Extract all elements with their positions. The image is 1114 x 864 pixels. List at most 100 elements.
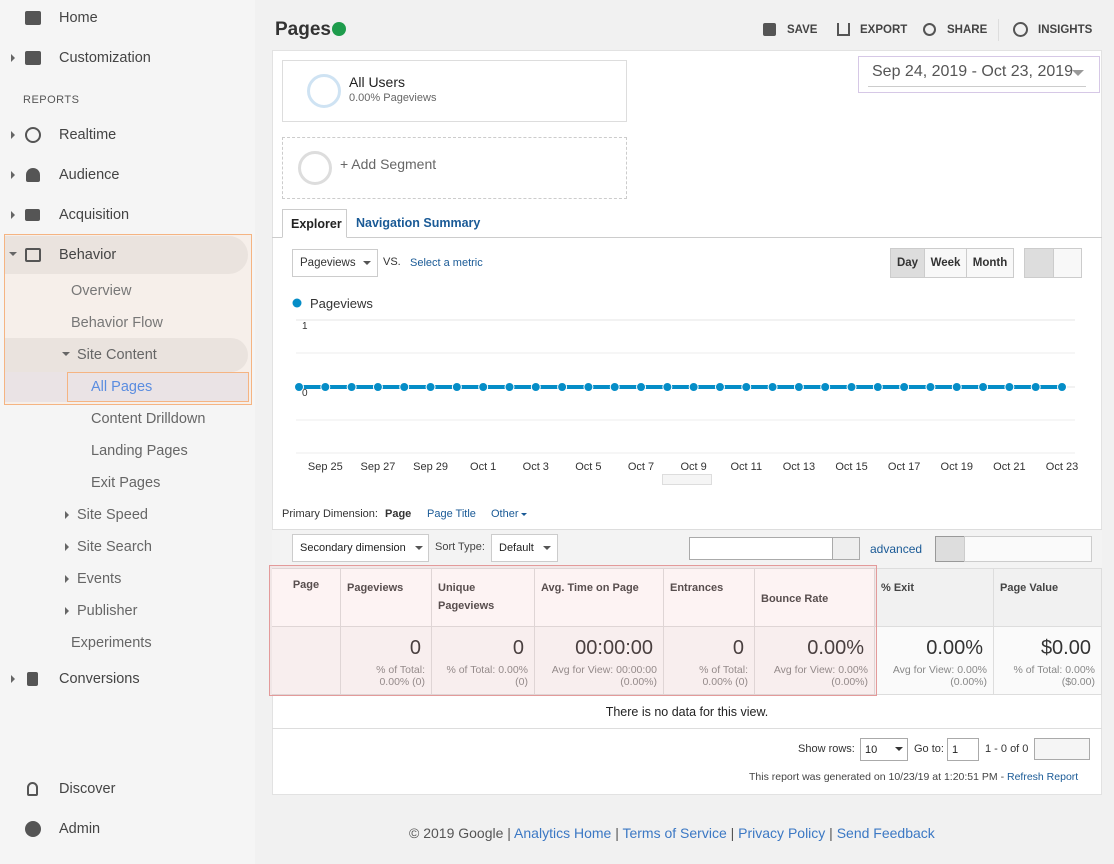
total-value: 0.00% [807, 637, 864, 659]
nav-item[interactable]: Customization [59, 50, 151, 66]
nav-item[interactable]: Realtime [59, 127, 117, 143]
tab[interactable]: Explorer [282, 209, 347, 238]
nav-item[interactable]: Publisher [77, 603, 138, 619]
total-sub-line: Avg for View: 0.00% [892, 664, 987, 676]
action-button[interactable]: INSIGHTS [1038, 24, 1093, 36]
x-tick-label: Oct 15 [835, 461, 867, 473]
nav-item[interactable]: Site Speed [77, 507, 148, 523]
column-header[interactable]: % Exit [875, 569, 994, 627]
column-title: Page [292, 579, 320, 591]
data-point [636, 382, 647, 392]
data-point [767, 382, 778, 392]
rows-select[interactable]: 10 [860, 738, 908, 761]
footer-link[interactable]: Send Feedback [836, 825, 935, 841]
column-title: Unique Pageviews [438, 582, 495, 612]
footer-link[interactable]: Terms of Service [622, 825, 727, 841]
nav-item[interactable]: Content Drilldown [91, 411, 206, 427]
column-header[interactable]: Entrances [664, 569, 755, 627]
dimension-label: Primary Dimension: [282, 508, 378, 520]
export-icon [837, 23, 850, 36]
total-sub: Avg for View: 00:00:00 (0.00%) [552, 664, 657, 688]
column-header[interactable]: Page Value [994, 569, 1102, 627]
page-nav[interactable] [1034, 738, 1090, 760]
insights-icon [1013, 22, 1028, 37]
nav-item[interactable]: Admin [59, 821, 101, 837]
report-note-text: This report was generated on 10/23/19 at… [749, 771, 1007, 783]
date-range[interactable]: Sep 24, 2019 - Oct 23, 2019 [872, 63, 1074, 80]
acquisition-icon [25, 209, 40, 221]
action-button[interactable]: SAVE [787, 24, 818, 36]
period-button[interactable]: Week [924, 248, 967, 278]
show-rows-label: Show rows: [798, 743, 855, 755]
column-header[interactable]: Avg. Time on Page [535, 569, 664, 627]
nav-item[interactable]: Events [77, 571, 122, 587]
column-header[interactable]: Bounce Rate [755, 569, 875, 627]
data-point [899, 382, 910, 392]
dimension-option[interactable]: Page [385, 508, 412, 520]
nav-item[interactable]: Landing Pages [91, 443, 188, 459]
nav-item[interactable]: Home [59, 10, 98, 26]
data-point [714, 382, 725, 392]
tab[interactable]: Navigation Summary [356, 216, 481, 230]
dimension-option[interactable]: Page Title [427, 508, 476, 520]
underline [868, 86, 1086, 87]
nav-item[interactable]: Conversions [59, 671, 140, 687]
nav-item[interactable]: Overview [71, 283, 132, 299]
nav-item[interactable]: Acquisition [59, 207, 130, 223]
view-toggles[interactable] [964, 536, 1092, 562]
segment-detail: 0.00% Pageviews [349, 92, 437, 104]
segment-ring [298, 151, 332, 185]
goto-label: Go to: [914, 743, 944, 755]
dimension-option[interactable]: Other [491, 508, 519, 520]
footer-link[interactable]: Privacy Policy [738, 825, 826, 841]
expand-arrow [11, 131, 15, 139]
nav-item[interactable]: All Pages [91, 379, 153, 395]
conversions-icon [27, 672, 38, 686]
period-button[interactable]: Month [966, 248, 1014, 278]
action-button[interactable]: EXPORT [860, 24, 908, 36]
total-value: $0.00 [1040, 637, 1091, 659]
view-toggle[interactable] [935, 536, 965, 562]
dropdown-arrow [521, 513, 527, 516]
advanced-link[interactable]: advanced [870, 542, 923, 556]
search-button[interactable] [832, 537, 860, 560]
nav-item[interactable]: Audience [59, 167, 120, 183]
segment-card[interactable] [282, 60, 627, 122]
period-button[interactable]: Day [890, 248, 925, 278]
data-point [1004, 382, 1015, 392]
x-tick-label: Sep 25 [308, 461, 343, 473]
chart-resize-handle[interactable] [662, 474, 712, 485]
nav-item[interactable]: Exit Pages [91, 475, 161, 491]
secondary-dimension[interactable]: Secondary dimension [292, 534, 429, 562]
column-header[interactable]: Page [272, 569, 341, 627]
dropdown-arrow [543, 546, 551, 550]
total-sub-line: (0) [515, 676, 528, 688]
x-tick-label: Oct 19 [941, 461, 973, 473]
footer-link[interactable]: Analytics Home [514, 825, 612, 841]
behavior-bg [4, 236, 248, 274]
select-metric[interactable]: Select a metric [410, 257, 483, 269]
motion-chart-toggle[interactable] [1053, 248, 1082, 278]
refresh-link[interactable]: Refresh Report [1007, 771, 1079, 783]
nav-item[interactable]: Experiments [71, 635, 152, 651]
nav-item[interactable]: Site Content [77, 347, 157, 363]
sidebar: Home Customization REPORTS Realtime Audi… [0, 0, 255, 864]
action-button[interactable]: SHARE [947, 24, 988, 36]
metric-select[interactable]: Pageviews [292, 249, 378, 277]
column-header[interactable]: Pageviews [341, 569, 432, 627]
nav-item[interactable]: Behavior Flow [71, 315, 163, 331]
data-point [1030, 382, 1041, 392]
search-input[interactable] [689, 537, 833, 560]
total-sub-line: (0.00%) [831, 676, 868, 688]
data-point [609, 382, 620, 392]
collapse-arrow [9, 252, 17, 256]
total-sub-line: % of Total: 0.00% [446, 664, 528, 676]
add-segment-card[interactable] [282, 137, 627, 199]
column-header[interactable]: Unique Pageviews [432, 569, 535, 627]
nav-item[interactable]: Behavior [59, 247, 117, 263]
nav-item[interactable]: Discover [59, 781, 116, 797]
page-input[interactable]: 1 [947, 738, 979, 761]
nav-item[interactable]: Site Search [77, 539, 152, 555]
tab-line [272, 237, 1102, 238]
